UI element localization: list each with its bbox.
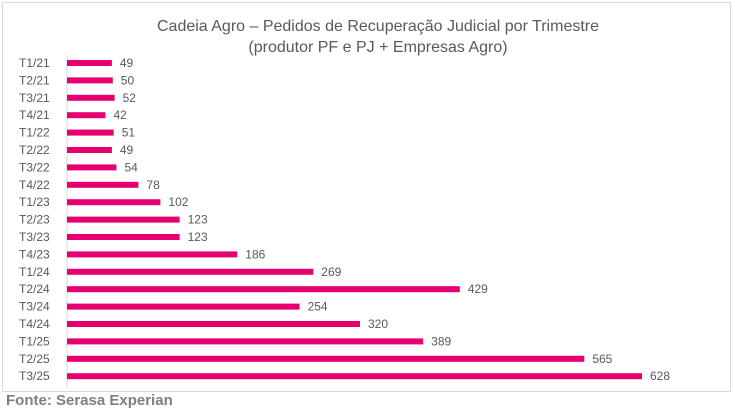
bar-value-label: 389: [431, 334, 451, 348]
bar-value-label: 78: [146, 178, 160, 192]
bar: [67, 164, 117, 171]
category-tick-label: T1/23: [19, 195, 50, 209]
bar: [67, 129, 114, 136]
bar-value-label: 254: [308, 300, 328, 314]
chart-subtitle: (produtor PF e PJ + Empresas Agro): [248, 39, 507, 56]
category-tick-label: T1/21: [19, 56, 50, 70]
bar-value-label: 42: [113, 108, 127, 122]
category-tick-label: T2/25: [19, 352, 50, 366]
category-tick-label: T2/21: [19, 73, 50, 87]
bar: [67, 303, 300, 310]
category-tick-label: T2/24: [19, 282, 50, 296]
bar: [67, 94, 115, 101]
bar: [67, 234, 180, 240]
category-tick-label: T4/23: [19, 247, 50, 261]
bar-value-label: 269: [321, 265, 341, 279]
bar-value-label: 102: [168, 195, 188, 209]
bar-value-label: 50: [121, 73, 135, 87]
bar-value-label: 565: [592, 352, 612, 366]
bar: [67, 112, 106, 119]
category-tick-label: T4/21: [19, 108, 50, 122]
category-tick-label: T3/22: [19, 160, 50, 174]
category-tick-label: T2/23: [19, 213, 50, 227]
chart-title: Cadeia Agro – Pedidos de Recuperação Jud…: [157, 18, 599, 35]
category-tick-label: T1/24: [19, 265, 50, 279]
bar-value-label: 49: [120, 143, 134, 157]
source-note: Fonte: Serasa Experian: [6, 392, 173, 409]
bar: [67, 147, 112, 153]
bar-value-label: 320: [368, 317, 388, 331]
category-tick-label: T3/25: [19, 369, 50, 383]
category-tick-label: T3/21: [19, 91, 50, 105]
category-tick-label: T3/23: [19, 230, 50, 244]
bar: [67, 286, 460, 293]
bar-value-label: 186: [245, 247, 265, 261]
bar: [67, 216, 180, 223]
category-tick-label: T1/25: [19, 334, 50, 348]
bar-value-label: 123: [188, 230, 208, 244]
bar-value-label: 628: [650, 369, 670, 383]
bar-value-label: 49: [120, 56, 134, 70]
bar: [67, 373, 642, 380]
category-tick-label: T2/22: [19, 143, 50, 157]
category-tick-label: T4/22: [19, 178, 50, 192]
bar: [67, 251, 238, 258]
category-tick-label: T3/24: [19, 300, 50, 314]
bar-value-label: 51: [122, 126, 136, 140]
bar-value-label: 429: [468, 282, 488, 296]
bar: [67, 321, 360, 327]
bar: [67, 181, 139, 188]
category-tick-label: T1/22: [19, 126, 50, 140]
bar-value-label: 54: [124, 160, 138, 174]
bar: [67, 338, 424, 345]
bar: [67, 60, 112, 66]
bar: [67, 199, 161, 206]
category-tick-label: T4/24: [19, 317, 50, 331]
bar: [67, 355, 585, 362]
bar-value-label: 52: [123, 91, 137, 105]
bar-chart: Cadeia Agro – Pedidos de Recuperação Jud…: [19, 18, 670, 387]
chart-area: Cadeia Agro – Pedidos de Recuperação Jud…: [2, 2, 731, 392]
bar: [67, 268, 314, 275]
bars-group: T1/21 49 T2/21 50 T3/21 52 T4/21 42 T1/22 51 T2/22…: [19, 56, 670, 383]
bar: [67, 77, 113, 84]
bar-value-label: 123: [188, 213, 208, 227]
